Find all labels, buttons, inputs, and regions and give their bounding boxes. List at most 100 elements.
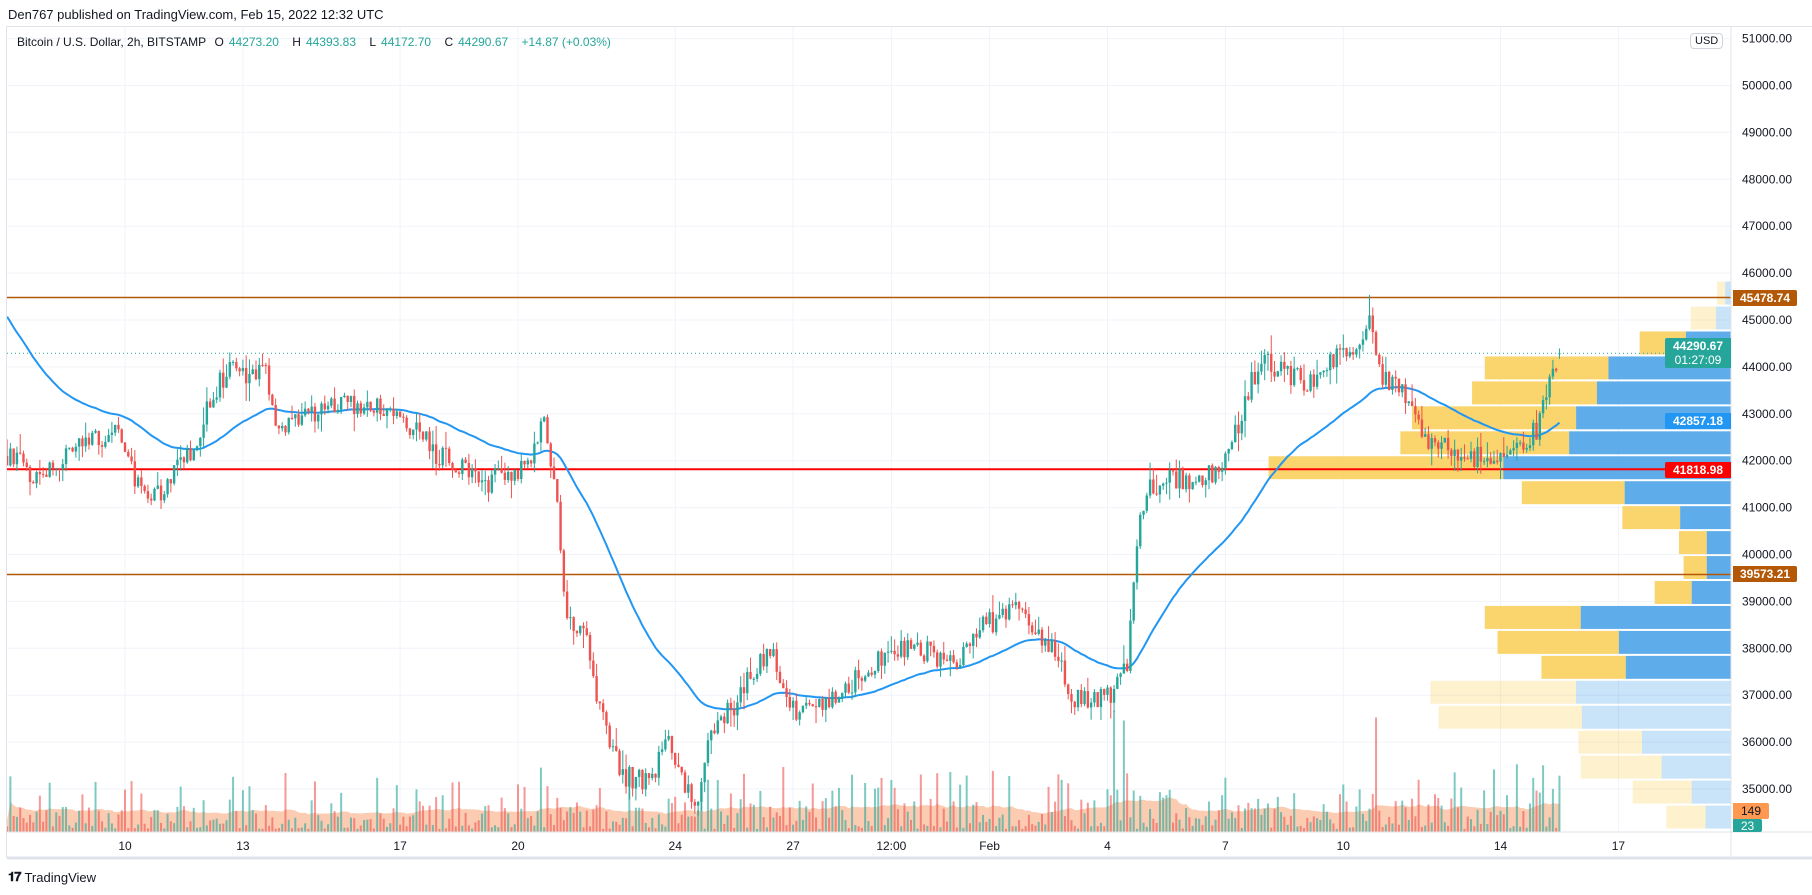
candle-body [100, 445, 104, 447]
support-price-tag: 41818.98 [1665, 462, 1731, 478]
candle-body [28, 466, 32, 483]
brand-name[interactable]: TradingView [24, 869, 97, 885]
candle-body [529, 460, 533, 464]
volume-bar [441, 795, 444, 832]
volume-profile-up-bar [1497, 630, 1619, 654]
candle [1175, 459, 1178, 489]
volume-bar [726, 815, 729, 832]
volume-bar [392, 808, 395, 832]
volume-bar [648, 827, 650, 832]
volume-bar [474, 822, 477, 832]
volume-bar [1434, 794, 1436, 832]
candle [801, 705, 805, 714]
candle-body [235, 361, 238, 369]
volume-profile-down-bar [1680, 506, 1731, 530]
volume-bar [1466, 816, 1469, 832]
candle [628, 765, 631, 800]
volume-bar [697, 810, 700, 832]
volume-bar [1345, 801, 1348, 832]
candle [1063, 646, 1067, 688]
candle [1365, 325, 1368, 341]
candle [765, 648, 769, 673]
candle [1168, 462, 1171, 500]
candle [182, 456, 186, 470]
volume-bar [700, 801, 703, 832]
candle [1394, 370, 1397, 393]
volume-profile-up-bar [1678, 531, 1707, 555]
candle [330, 397, 333, 409]
candle-body [536, 442, 539, 444]
candle [870, 666, 873, 677]
candle-body [1401, 384, 1404, 393]
candle [533, 431, 536, 473]
candle-body [1021, 608, 1024, 610]
volume-bar [150, 817, 153, 832]
candle [585, 621, 588, 637]
candle-body [637, 769, 641, 777]
volume-bar [1014, 826, 1017, 832]
candle [110, 421, 114, 443]
candle [464, 457, 467, 464]
candle-body [287, 417, 290, 433]
volume-bar [51, 826, 54, 832]
candle-body [1535, 422, 1538, 440]
candle-body [448, 448, 451, 463]
candle-body [932, 645, 936, 653]
candle [899, 630, 903, 659]
volume-bar [1483, 790, 1486, 832]
volume-bar [1358, 789, 1361, 832]
candle-body [1139, 514, 1142, 547]
candle-body [225, 376, 228, 388]
candle [1112, 684, 1116, 712]
candle-body [1004, 608, 1008, 620]
candle-body [1112, 688, 1116, 703]
candle [1253, 360, 1257, 385]
candle [824, 697, 828, 723]
candle-body [208, 401, 212, 408]
candle [231, 360, 235, 366]
candle-body [952, 655, 955, 663]
candle-body [415, 422, 418, 430]
volume-bar [1286, 824, 1289, 832]
candle [1528, 438, 1532, 452]
candle-body [470, 468, 474, 478]
candle-body [1548, 376, 1551, 398]
candle [520, 454, 523, 484]
currency-button[interactable]: USD [1690, 33, 1724, 49]
candle-body [565, 591, 569, 619]
volume-bar [500, 797, 503, 832]
volume-bar [264, 805, 267, 832]
candle-body [631, 766, 634, 789]
volume-bar [828, 817, 831, 832]
candle [84, 422, 87, 452]
y-tick-label: 48000.00 [1742, 172, 1792, 186]
symbol-title[interactable]: Bitcoin / U.S. Dollar, 2h, BITSTAMP [17, 35, 207, 49]
candle-body [441, 447, 444, 466]
tradingview-logo-icon[interactable]: 𝟏𝟕 [8, 869, 22, 884]
volume-bar [199, 827, 202, 832]
volume-bar [772, 817, 775, 832]
candle [1021, 607, 1024, 613]
volume-bar [867, 821, 870, 832]
volume-bar [720, 811, 723, 832]
volume-bar [81, 794, 84, 832]
candle-body [706, 740, 710, 763]
volume-bar [821, 801, 824, 832]
candle-body [1397, 378, 1401, 393]
volume-bar [1293, 793, 1296, 832]
candle [1407, 400, 1410, 407]
volume-bar [1325, 811, 1328, 832]
candle [556, 479, 559, 503]
volume-bar [1437, 797, 1440, 832]
candle [1329, 351, 1332, 385]
candle-body [1070, 694, 1073, 702]
volume-bar [965, 775, 968, 832]
volume-bar [1099, 822, 1102, 832]
volume-ma-tag: 149 [1733, 803, 1769, 819]
volume-bar [480, 813, 483, 832]
candle [254, 360, 258, 381]
volume-bar [320, 820, 323, 832]
candle-body [385, 408, 389, 416]
candle-body [1247, 396, 1250, 400]
